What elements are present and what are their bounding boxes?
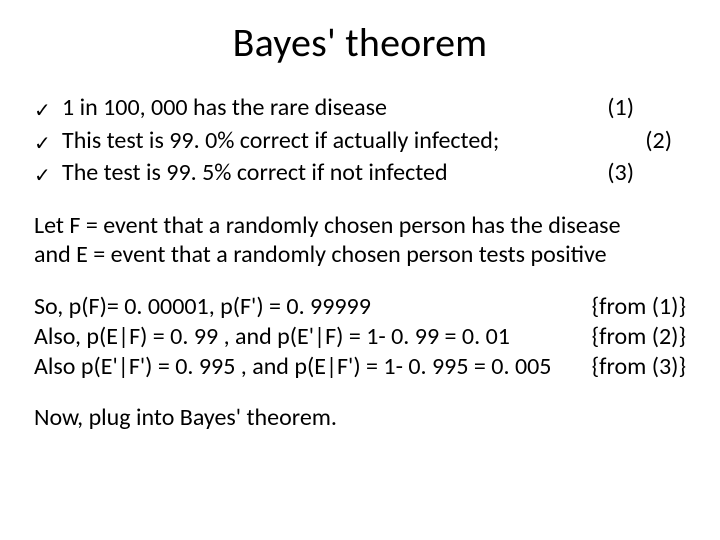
calc-line: So, p(F)= 0. 00001, p(F') = 0. 99999 {fr… <box>34 292 686 321</box>
calc-right: {from (2)} <box>586 322 686 351</box>
calc-line: Also p(E'|F') = 0. 995 , and p(E|F') = 1… <box>34 352 686 381</box>
checkmark-icon: ✓ <box>34 101 62 121</box>
bullet-tag: (1) <box>599 93 634 124</box>
checkmark-icon: ✓ <box>34 166 62 186</box>
bullet-list: ✓ 1 in 100, 000 has the rare disease (1)… <box>34 93 686 189</box>
calc-line: Also, p(E|F) = 0. 99 , and p(E'|F) = 1- … <box>34 322 686 351</box>
calculation-block: So, p(F)= 0. 00001, p(F') = 0. 99999 {fr… <box>34 292 686 382</box>
bullet-text: The test is 99. 5% correct if not infect… <box>62 158 599 189</box>
slide: Bayes' theorem ✓ 1 in 100, 000 has the r… <box>0 0 720 540</box>
calc-right: {from (3)} <box>586 352 686 381</box>
calc-left: Also p(E'|F') = 0. 995 , and p(E|F') = 1… <box>34 352 586 381</box>
list-item: ✓ 1 in 100, 000 has the rare disease (1) <box>34 93 686 124</box>
bullet-text: 1 in 100, 000 has the rare disease <box>62 93 599 124</box>
bullet-tag: (3) <box>599 158 634 189</box>
closing-line: Now, plug into Bayes' theorem. <box>34 403 686 432</box>
calc-left: Also, p(E|F) = 0. 99 , and p(E'|F) = 1- … <box>34 322 586 351</box>
definition-line: and E = event that a randomly chosen per… <box>34 240 686 269</box>
definition-line: Let F = event that a randomly chosen per… <box>34 211 686 240</box>
list-item: ✓ The test is 99. 5% correct if not infe… <box>34 158 686 189</box>
list-item: ✓ This test is 99. 0% correct if actuall… <box>34 126 686 157</box>
checkmark-icon: ✓ <box>34 134 62 154</box>
calc-left: So, p(F)= 0. 00001, p(F') = 0. 99999 <box>34 292 586 321</box>
bullet-tag: (2) <box>637 126 672 157</box>
definition-paragraph: Let F = event that a randomly chosen per… <box>34 211 686 270</box>
bullet-text: This test is 99. 0% correct if actually … <box>62 126 637 157</box>
calc-right: {from (1)} <box>586 292 686 321</box>
slide-title: Bayes' theorem <box>34 18 686 67</box>
